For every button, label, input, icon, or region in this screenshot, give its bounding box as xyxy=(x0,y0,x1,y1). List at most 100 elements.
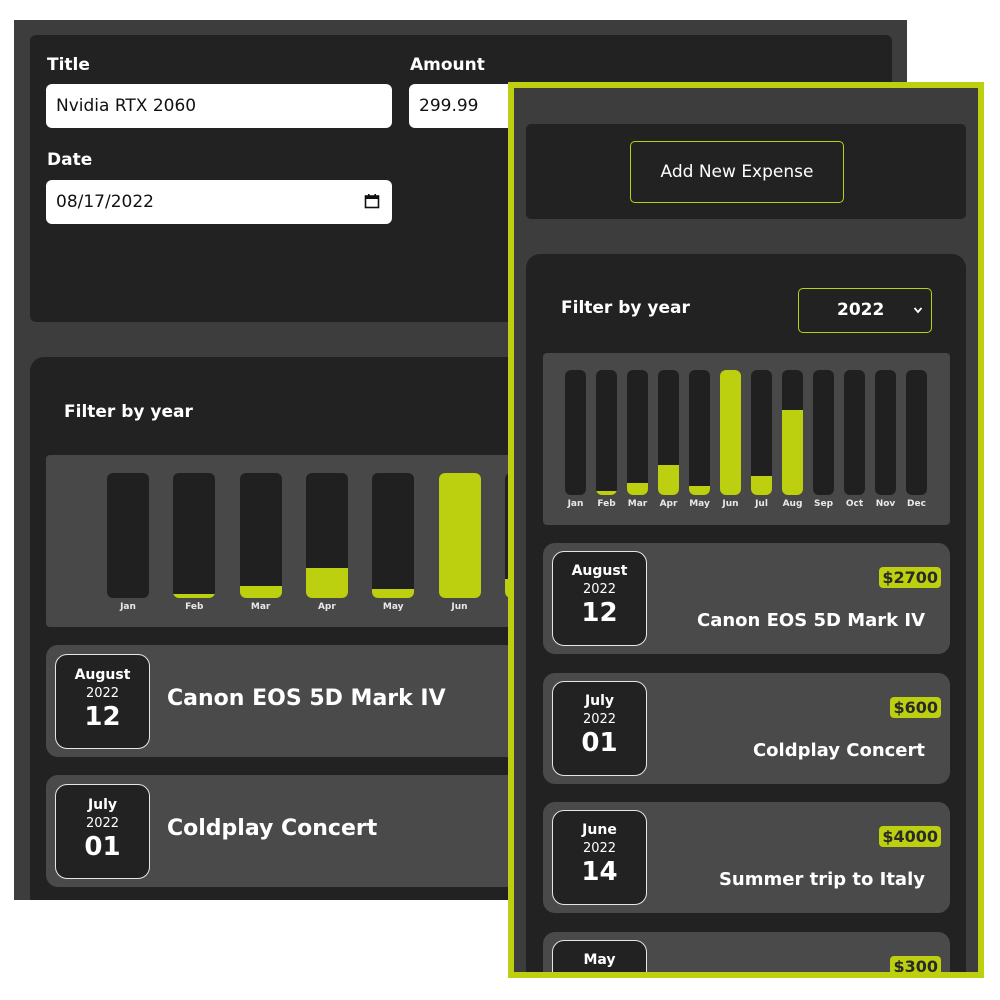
date-label: Date xyxy=(47,150,93,170)
expense-date-month: May xyxy=(583,951,616,968)
year-select[interactable]: 2022 xyxy=(798,288,932,333)
chart-tick-label: Nov xyxy=(875,499,896,509)
expense-date: July 2022 01 xyxy=(55,784,150,879)
calendar-icon[interactable] xyxy=(364,193,380,209)
chart-bar-fill-apr xyxy=(658,465,679,495)
chart-bar-feb xyxy=(173,473,216,598)
expense-date-month: July xyxy=(584,692,615,709)
title-input[interactable]: Nvidia RTX 2060 xyxy=(46,84,392,128)
chart-tick-label: Jul xyxy=(755,499,768,509)
chart-bar-mar xyxy=(627,370,648,495)
chart-bar-fill-feb xyxy=(596,491,617,495)
date-value: 08/17/2022 xyxy=(56,192,154,212)
expense-date-month: August xyxy=(74,667,131,683)
expense-title: Canon EOS 5D Mark IV xyxy=(697,610,925,631)
chart-tick-label: Mar xyxy=(250,602,271,612)
date-input[interactable]: 08/17/2022 xyxy=(46,180,392,224)
expense-date: June 2022 14 xyxy=(552,810,647,905)
chart-bar-fill-aug xyxy=(782,410,803,495)
chart-bar-aug xyxy=(782,370,803,495)
expense-price: $300 xyxy=(890,955,941,972)
chart-bar-fill-may xyxy=(689,486,710,495)
chart-bar-jan xyxy=(107,473,149,598)
chart-tick-label: Mar xyxy=(627,499,648,509)
expense-date-day: 01 xyxy=(84,832,121,862)
expense-title: Summer trip to Italy xyxy=(718,869,925,890)
chart-tick-label: Feb xyxy=(185,602,204,612)
mobile-window: Add New Expense Filter by year 2022 Jan F… xyxy=(508,82,984,978)
expense-date-day: 14 xyxy=(581,857,618,887)
chart-bar-dec xyxy=(906,370,927,495)
chart-tick-label: Oct xyxy=(845,499,864,509)
chart-tick-label: Apr xyxy=(317,602,336,612)
chart-bar-fill-jul xyxy=(751,476,772,495)
expense-date-year: 2022 xyxy=(85,686,120,701)
chart-bar-may xyxy=(689,370,710,495)
expense-title: Coldplay Concert xyxy=(752,739,925,761)
filter-label: Filter by year xyxy=(561,298,690,318)
chart-bar-jun xyxy=(720,370,741,495)
expense-price: $2700 xyxy=(879,567,941,588)
title-label: Title xyxy=(47,55,90,75)
expense-price: $4000 xyxy=(879,826,941,847)
chart-tick-label: Jun xyxy=(451,602,468,612)
chart-bar-sep xyxy=(813,370,834,495)
expense-title: Coldplay Concert xyxy=(167,816,378,841)
chart-bar-fill-may xyxy=(372,589,415,598)
chart-tick-label: Aug xyxy=(782,499,803,509)
chart-bar-jul xyxy=(751,370,772,495)
year-select-value: 2022 xyxy=(837,300,885,320)
chart-bar-feb xyxy=(596,370,617,495)
chart-bar-oct xyxy=(844,370,865,495)
expense-date: August 2022 12 xyxy=(552,551,647,646)
chart-bar-apr xyxy=(658,370,679,495)
chart-bar-fill-jun xyxy=(438,473,481,598)
expense-date: May xyxy=(552,939,647,972)
chart-tick-label: Jan xyxy=(120,602,136,612)
chart-tick-label: Sep xyxy=(813,499,834,509)
amount-label: Amount xyxy=(410,55,485,75)
chart-bar-jan xyxy=(565,370,586,495)
chart-bar-nov xyxy=(875,370,896,495)
expense-date-day: 12 xyxy=(84,702,121,732)
chart-bar-fill-jun xyxy=(720,370,741,495)
chart-bar-may xyxy=(372,473,415,598)
expense-item[interactable]: July 2022 01 Coldplay Concert $600 xyxy=(543,672,950,784)
expense-date-month: June xyxy=(582,822,617,838)
chart-tick-label: Dec xyxy=(907,499,926,509)
add-new-expense-button[interactable]: Add New Expense xyxy=(630,141,844,203)
expense-item[interactable]: August 2022 12 Canon EOS 5D Mark IV $2700 xyxy=(543,543,950,654)
chart-bar-jun xyxy=(438,473,481,598)
expense-date-year: 2022 xyxy=(582,582,617,597)
add-expense-card: Add New Expense xyxy=(526,124,966,219)
chart-tick-label: Jun xyxy=(722,499,739,509)
expense-date-year: 2022 xyxy=(582,711,617,727)
chart-tick-label: May xyxy=(689,499,710,509)
expense-date-day: 12 xyxy=(581,598,618,628)
expense-item[interactable]: May $300 xyxy=(543,931,950,972)
chart-tick-label: May xyxy=(382,602,404,612)
expense-date-day: 01 xyxy=(581,727,618,758)
expenses-chart: Jan Feb Mar Apr May Jun Jul Aug Sep Oct Nov Dec xyxy=(543,353,950,525)
chart-tick-label: Feb xyxy=(597,499,616,509)
chart-bar-fill-mar xyxy=(627,482,648,495)
chart-bar-apr xyxy=(305,473,348,598)
chart-tick-label: Apr xyxy=(659,499,678,509)
chart-bar-mar xyxy=(239,473,282,598)
expenses-panel-mobile: Filter by year 2022 Jan Feb Mar Apr May Jun Ju… xyxy=(526,254,966,972)
chart-bar-fill-mar xyxy=(239,585,282,598)
chart-bar-fill-apr xyxy=(305,568,348,598)
expense-date: August 2022 12 xyxy=(55,654,150,749)
chart-bar-fill-feb xyxy=(173,594,216,598)
expense-price: $600 xyxy=(890,696,941,718)
expense-date-month: August xyxy=(571,563,628,579)
expense-date-year: 2022 xyxy=(582,841,617,856)
expense-title: Canon EOS 5D Mark IV xyxy=(167,686,446,711)
expense-item[interactable]: June 2022 14 Summer trip to Italy $4000 xyxy=(543,802,950,913)
expense-date: July 2022 01 xyxy=(552,680,647,776)
expense-date-month: July xyxy=(87,797,118,813)
expense-date-year: 2022 xyxy=(85,816,120,831)
chevron-down-icon xyxy=(913,307,923,314)
filter-label: Filter by year xyxy=(64,402,193,422)
chart-tick-label: Jan xyxy=(567,499,584,509)
